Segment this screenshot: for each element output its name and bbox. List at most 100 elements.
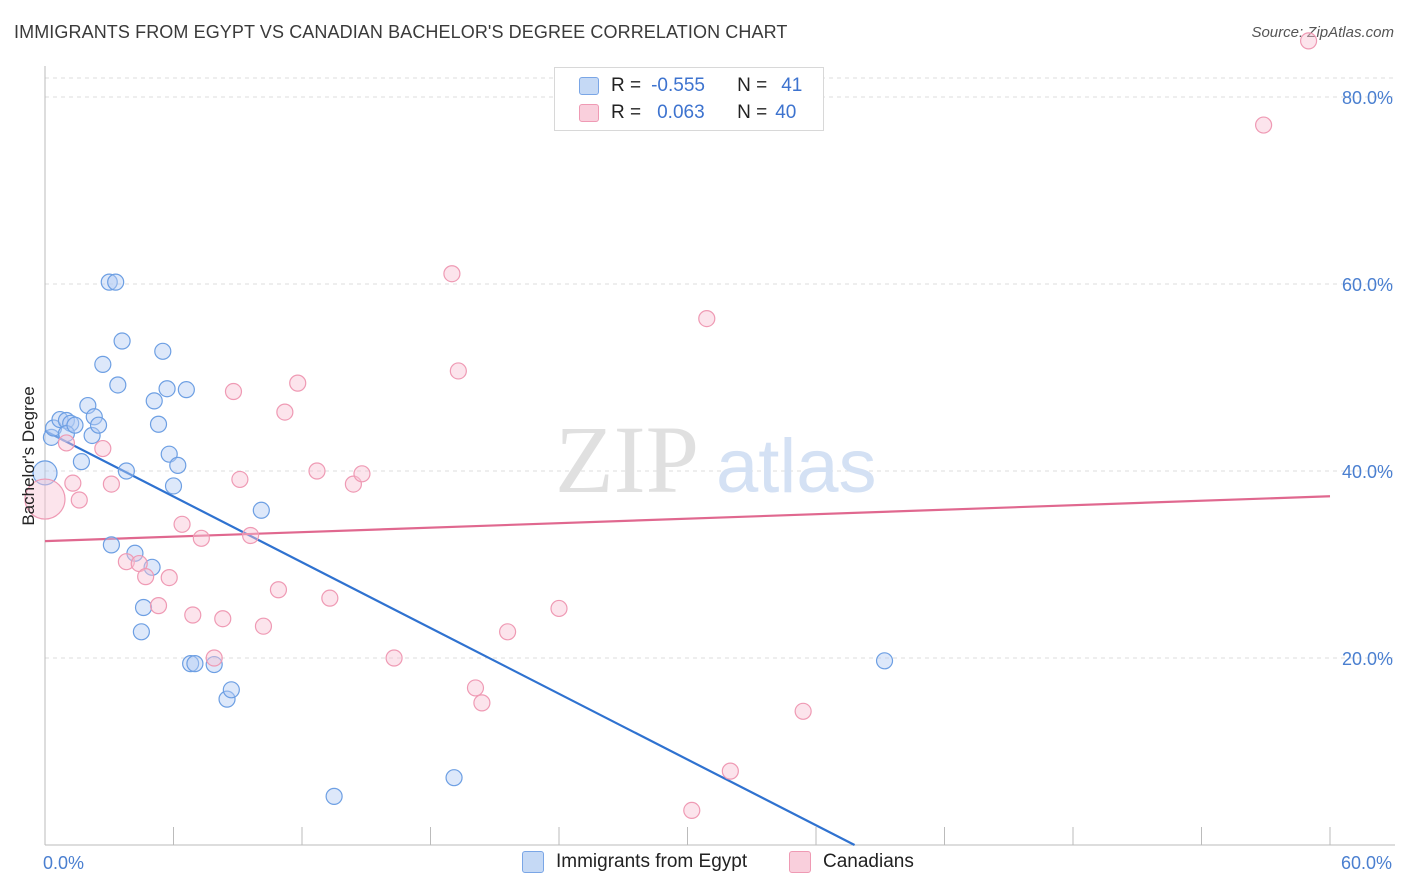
x-tick-label-0: 0.0% (43, 853, 84, 873)
legend-r-label-blue: R = (611, 75, 642, 96)
egypt-point (83, 426, 101, 445)
canadians-point (70, 491, 88, 509)
legend-n-value-blue: 41 (781, 75, 803, 96)
canadians-point (57, 434, 76, 452)
egypt-point (145, 392, 163, 410)
egypt-point (113, 332, 131, 350)
egypt-point (164, 477, 183, 495)
legend-n-value-pink: 40 (775, 102, 797, 123)
egypt-point (252, 501, 270, 519)
legend-r-value-blue: -0.555 (651, 75, 705, 96)
canadians-point (137, 568, 155, 586)
legend-row-pink: R = 0.063 N = 40 (579, 100, 796, 126)
trend-line-egypt (44, 429, 856, 846)
egypt-point (109, 376, 127, 394)
egypt-point (445, 769, 463, 787)
canadians-point (242, 526, 260, 545)
egypt-point (218, 690, 236, 708)
egypt-point (875, 652, 894, 670)
blue-swatch (579, 77, 599, 95)
canadians-point (308, 462, 326, 480)
bottom-legend-pink: Canadians (789, 851, 914, 873)
bottom-legend-blue: Immigrants from Egypt (522, 851, 747, 873)
egypt-point (107, 273, 125, 291)
egypt-point (117, 462, 135, 480)
correlation-legend: R = -0.555 N = 41 R = 0.063 N = 40 (554, 67, 824, 131)
canadians-point (64, 474, 82, 492)
canadians-point (1255, 116, 1273, 134)
trend-line-canadians (44, 495, 1331, 543)
canadians-point (1299, 32, 1318, 50)
egypt-point (205, 655, 223, 674)
bottom-pink-swatch (789, 851, 811, 873)
legend-r-label-pink: R = (611, 102, 642, 123)
egypt-point (158, 380, 176, 398)
canadians-point (205, 649, 223, 667)
watermark-zip: ZIP (555, 406, 699, 513)
egypt-point (325, 787, 343, 805)
canadians-point (466, 679, 485, 697)
y-tick-label-60: 60.0% (1342, 275, 1393, 295)
bottom-blue-swatch (522, 851, 544, 873)
egypt-point (66, 416, 84, 434)
canadians-point (289, 374, 307, 392)
y-tick-label-20: 20.0% (1342, 649, 1393, 669)
canadians-point (473, 694, 491, 712)
canadians-point (254, 617, 273, 635)
y-tick-label-80: 80.0% (1342, 88, 1393, 108)
canadians-point (721, 762, 739, 780)
canadians-point (321, 589, 339, 607)
canadians-point (353, 465, 371, 483)
legend-r-value-pink: 0.063 (657, 102, 705, 123)
egypt-point (132, 623, 150, 641)
canadians-point (683, 801, 701, 820)
watermark-atlas: atlas (716, 424, 877, 509)
canadians-point (192, 529, 210, 547)
pink-swatch (579, 104, 599, 122)
canadians-point (173, 515, 191, 533)
egypt-point (51, 410, 69, 429)
legend-n-label-blue: N = (737, 75, 768, 96)
canadians-point (117, 553, 135, 571)
egypt-point (222, 681, 240, 699)
legend-n-label-pink: N = (737, 102, 768, 123)
canadians-point (269, 581, 288, 599)
canadians-point (149, 597, 168, 615)
canadians-point (499, 623, 517, 641)
canadians-point (231, 470, 249, 489)
canadians-point (276, 403, 294, 421)
canadians-point (550, 599, 568, 618)
egypt-point (177, 381, 195, 399)
canadians-point (443, 265, 461, 283)
egypt-point (100, 273, 118, 291)
egypt-point (32, 460, 58, 486)
canadians-point (184, 606, 202, 624)
egypt-point (182, 655, 200, 673)
egypt-point (143, 558, 161, 576)
source-note: Source: ZipAtlas.com (1251, 24, 1394, 41)
canadians-point (214, 610, 232, 628)
y-tick-label-40: 40.0% (1342, 462, 1393, 482)
canadians-point (94, 439, 112, 458)
canadians-point (794, 702, 812, 720)
egypt-point (85, 408, 103, 426)
y-axis-label: Bachelor's Degree (19, 386, 38, 525)
canadians-point (698, 309, 716, 328)
canadians-point (24, 478, 66, 520)
egypt-point (72, 453, 91, 471)
egypt-point (94, 355, 112, 374)
bottom-legend-blue-label: Immigrants from Egypt (556, 851, 748, 872)
egypt-point (149, 415, 168, 433)
egypt-point (186, 655, 204, 673)
canadians-point (385, 649, 403, 667)
canadians-point (102, 475, 120, 493)
canadians-point (224, 382, 243, 401)
egypt-point (154, 342, 172, 360)
x-tick-label-60: 60.0% (1341, 853, 1392, 873)
canadians-point (160, 568, 178, 587)
egypt-point (102, 536, 120, 554)
chart-title: IMMIGRANTS FROM EGYPT VS CANADIAN BACHEL… (14, 22, 788, 42)
legend-row-blue: R = -0.555 N = 41 (579, 73, 802, 99)
canadians-point (449, 362, 467, 380)
